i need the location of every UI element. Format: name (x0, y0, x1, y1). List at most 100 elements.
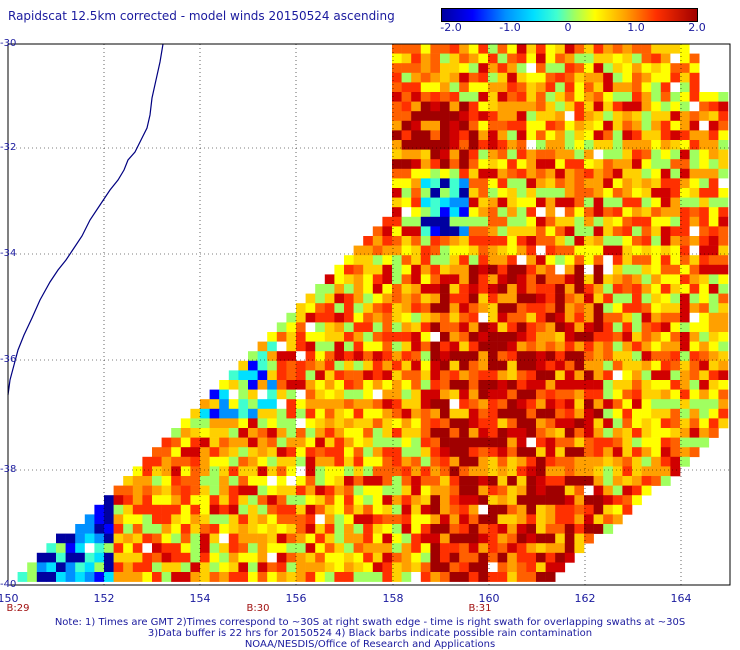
swath-cell (641, 130, 652, 141)
swath-cell (641, 53, 652, 64)
swath-cell (708, 236, 719, 246)
swath-cell (526, 380, 537, 390)
swath-cell (497, 159, 508, 170)
swath-cell (574, 216, 585, 227)
swath-cell (680, 341, 690, 352)
swath-cell (228, 562, 239, 573)
swath-cell (305, 533, 316, 544)
swath-cell (708, 284, 719, 294)
swath-cell (94, 524, 105, 534)
swath-cell (478, 399, 489, 410)
swath-cell (526, 408, 537, 419)
swath-cell (584, 495, 594, 506)
swath-cell (670, 207, 681, 218)
swath-cell (401, 293, 412, 304)
swath-cell (276, 380, 287, 390)
swath-cell (574, 130, 585, 141)
swath-cell (622, 485, 633, 496)
swath-cell (420, 466, 431, 477)
swath-cell (708, 245, 719, 256)
swath-cell (507, 207, 518, 218)
swath-cell (161, 514, 172, 525)
swath-cell (132, 543, 143, 554)
swath-cell (526, 476, 537, 486)
swath-cell (440, 303, 450, 314)
swath-cell (593, 264, 604, 275)
swath-cell (699, 418, 710, 429)
swath-cell (718, 255, 729, 266)
swath-cell (632, 274, 642, 285)
swath-cell (468, 130, 479, 141)
swath-cell (689, 312, 700, 323)
swath-cell (497, 351, 508, 362)
swath-cell (603, 216, 614, 227)
swath-cell (651, 447, 662, 458)
swath-cell (612, 389, 623, 400)
swath-cell (564, 149, 575, 160)
swath-cell (440, 399, 450, 410)
swath-cell (680, 111, 690, 122)
swath-cell (315, 408, 326, 419)
swath-cell (276, 418, 287, 429)
swath-cell (401, 428, 412, 438)
swath-cell (449, 216, 460, 227)
swath-cell (449, 572, 460, 582)
swath-cell (459, 447, 470, 458)
swath-cell (641, 216, 652, 227)
swath-cell (132, 562, 143, 573)
swath-cell (574, 341, 585, 352)
swath-cell (536, 466, 546, 477)
swath-cell (478, 437, 489, 448)
swath-cell (632, 322, 642, 333)
swath-cell (257, 504, 268, 515)
swath-cell (180, 447, 191, 458)
swath-cell (497, 389, 508, 400)
swath-cell (459, 408, 470, 419)
swath-cell (363, 428, 374, 438)
swath-cell (708, 370, 719, 381)
swath-cell (75, 552, 86, 563)
swath-cell (651, 216, 662, 227)
swath-cell (651, 44, 662, 54)
swath-cell (622, 351, 633, 362)
swath-cell (488, 72, 498, 83)
swath-cell (190, 495, 201, 506)
swath-cell (161, 543, 172, 554)
swath-cell (718, 408, 729, 419)
swath-cell (382, 370, 393, 381)
swath-cell (680, 293, 690, 304)
swath-cell (478, 418, 489, 429)
swath-cell (286, 476, 297, 486)
swath-cell (305, 562, 316, 573)
swath-cell (430, 82, 441, 93)
swath-cell (430, 303, 441, 314)
swath-cell (516, 92, 527, 102)
swath-cell (632, 370, 642, 381)
swath-cell (334, 428, 345, 438)
swath-cell (516, 255, 527, 266)
swath-cell (459, 130, 470, 141)
swath-cell (363, 245, 374, 256)
swath-cell (411, 341, 422, 352)
swath-cell (488, 322, 498, 333)
swath-cell (132, 524, 143, 534)
swath-cell (574, 303, 585, 314)
swath-cell (641, 149, 652, 160)
swath-cell (228, 485, 239, 496)
swath-cell (334, 504, 345, 515)
swath-cell (401, 63, 412, 74)
swath-cell (564, 466, 575, 477)
swath-cell (324, 389, 335, 400)
swath-cell (344, 399, 354, 410)
swath-cell (392, 111, 402, 122)
swath-cell (516, 284, 527, 294)
swath-cell (718, 389, 729, 400)
swath-cell (420, 226, 431, 237)
swath-cell (315, 495, 326, 506)
swath-cell (708, 101, 719, 112)
swath-cell (670, 418, 681, 429)
swath-cell (334, 524, 345, 534)
swath-cell (708, 226, 719, 237)
swath-cell (612, 207, 623, 218)
swath-cell (536, 332, 546, 342)
